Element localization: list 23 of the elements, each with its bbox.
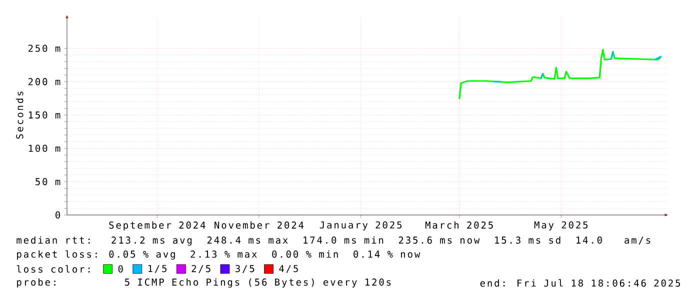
legend-label: 2/5 (192, 265, 210, 273)
y-tick-label: 50 m (36, 178, 60, 186)
line-series (458, 48, 662, 100)
legend-label: 0 (118, 265, 123, 273)
text: end: Fri Jul 18 18:06:46 2025 (480, 279, 680, 287)
x-tick-label: January 2025 (320, 221, 402, 230)
text: packet loss: 0.05 % avg 2.13 % max 0.00 % min 0.14 % now (17, 250, 420, 260)
legend-label: 4/5 (279, 265, 298, 273)
y-tick-label: 250 m (28, 44, 60, 52)
x-tick-label: November 2024 (214, 221, 304, 229)
y-axis-title: Seconds (16, 92, 24, 139)
y-tick-label: 0 (56, 211, 60, 219)
x-tick-label: March 2025 (425, 221, 493, 229)
y-tick-label: 150 m (28, 111, 60, 119)
text: probe: 5 ICMP Echo Pings (56 Bytes) every 120s (17, 278, 391, 288)
y-tick-label: 100 m (28, 144, 60, 152)
text: median rtt: 213.2 ms avg 248.4 ms max 174.0 ms min 235.6 ms now 15.3 ms sd 14.0 am/s (16, 236, 650, 246)
y-tick-label: 200 m (28, 78, 60, 86)
legend-title: loss color: (16, 265, 90, 273)
legend-label: 3/5 (236, 265, 254, 273)
x-tick-label: May 2025 (534, 221, 588, 230)
x-tick-label: September 2024 (109, 221, 206, 231)
legend-label: 1/5 (148, 265, 166, 273)
